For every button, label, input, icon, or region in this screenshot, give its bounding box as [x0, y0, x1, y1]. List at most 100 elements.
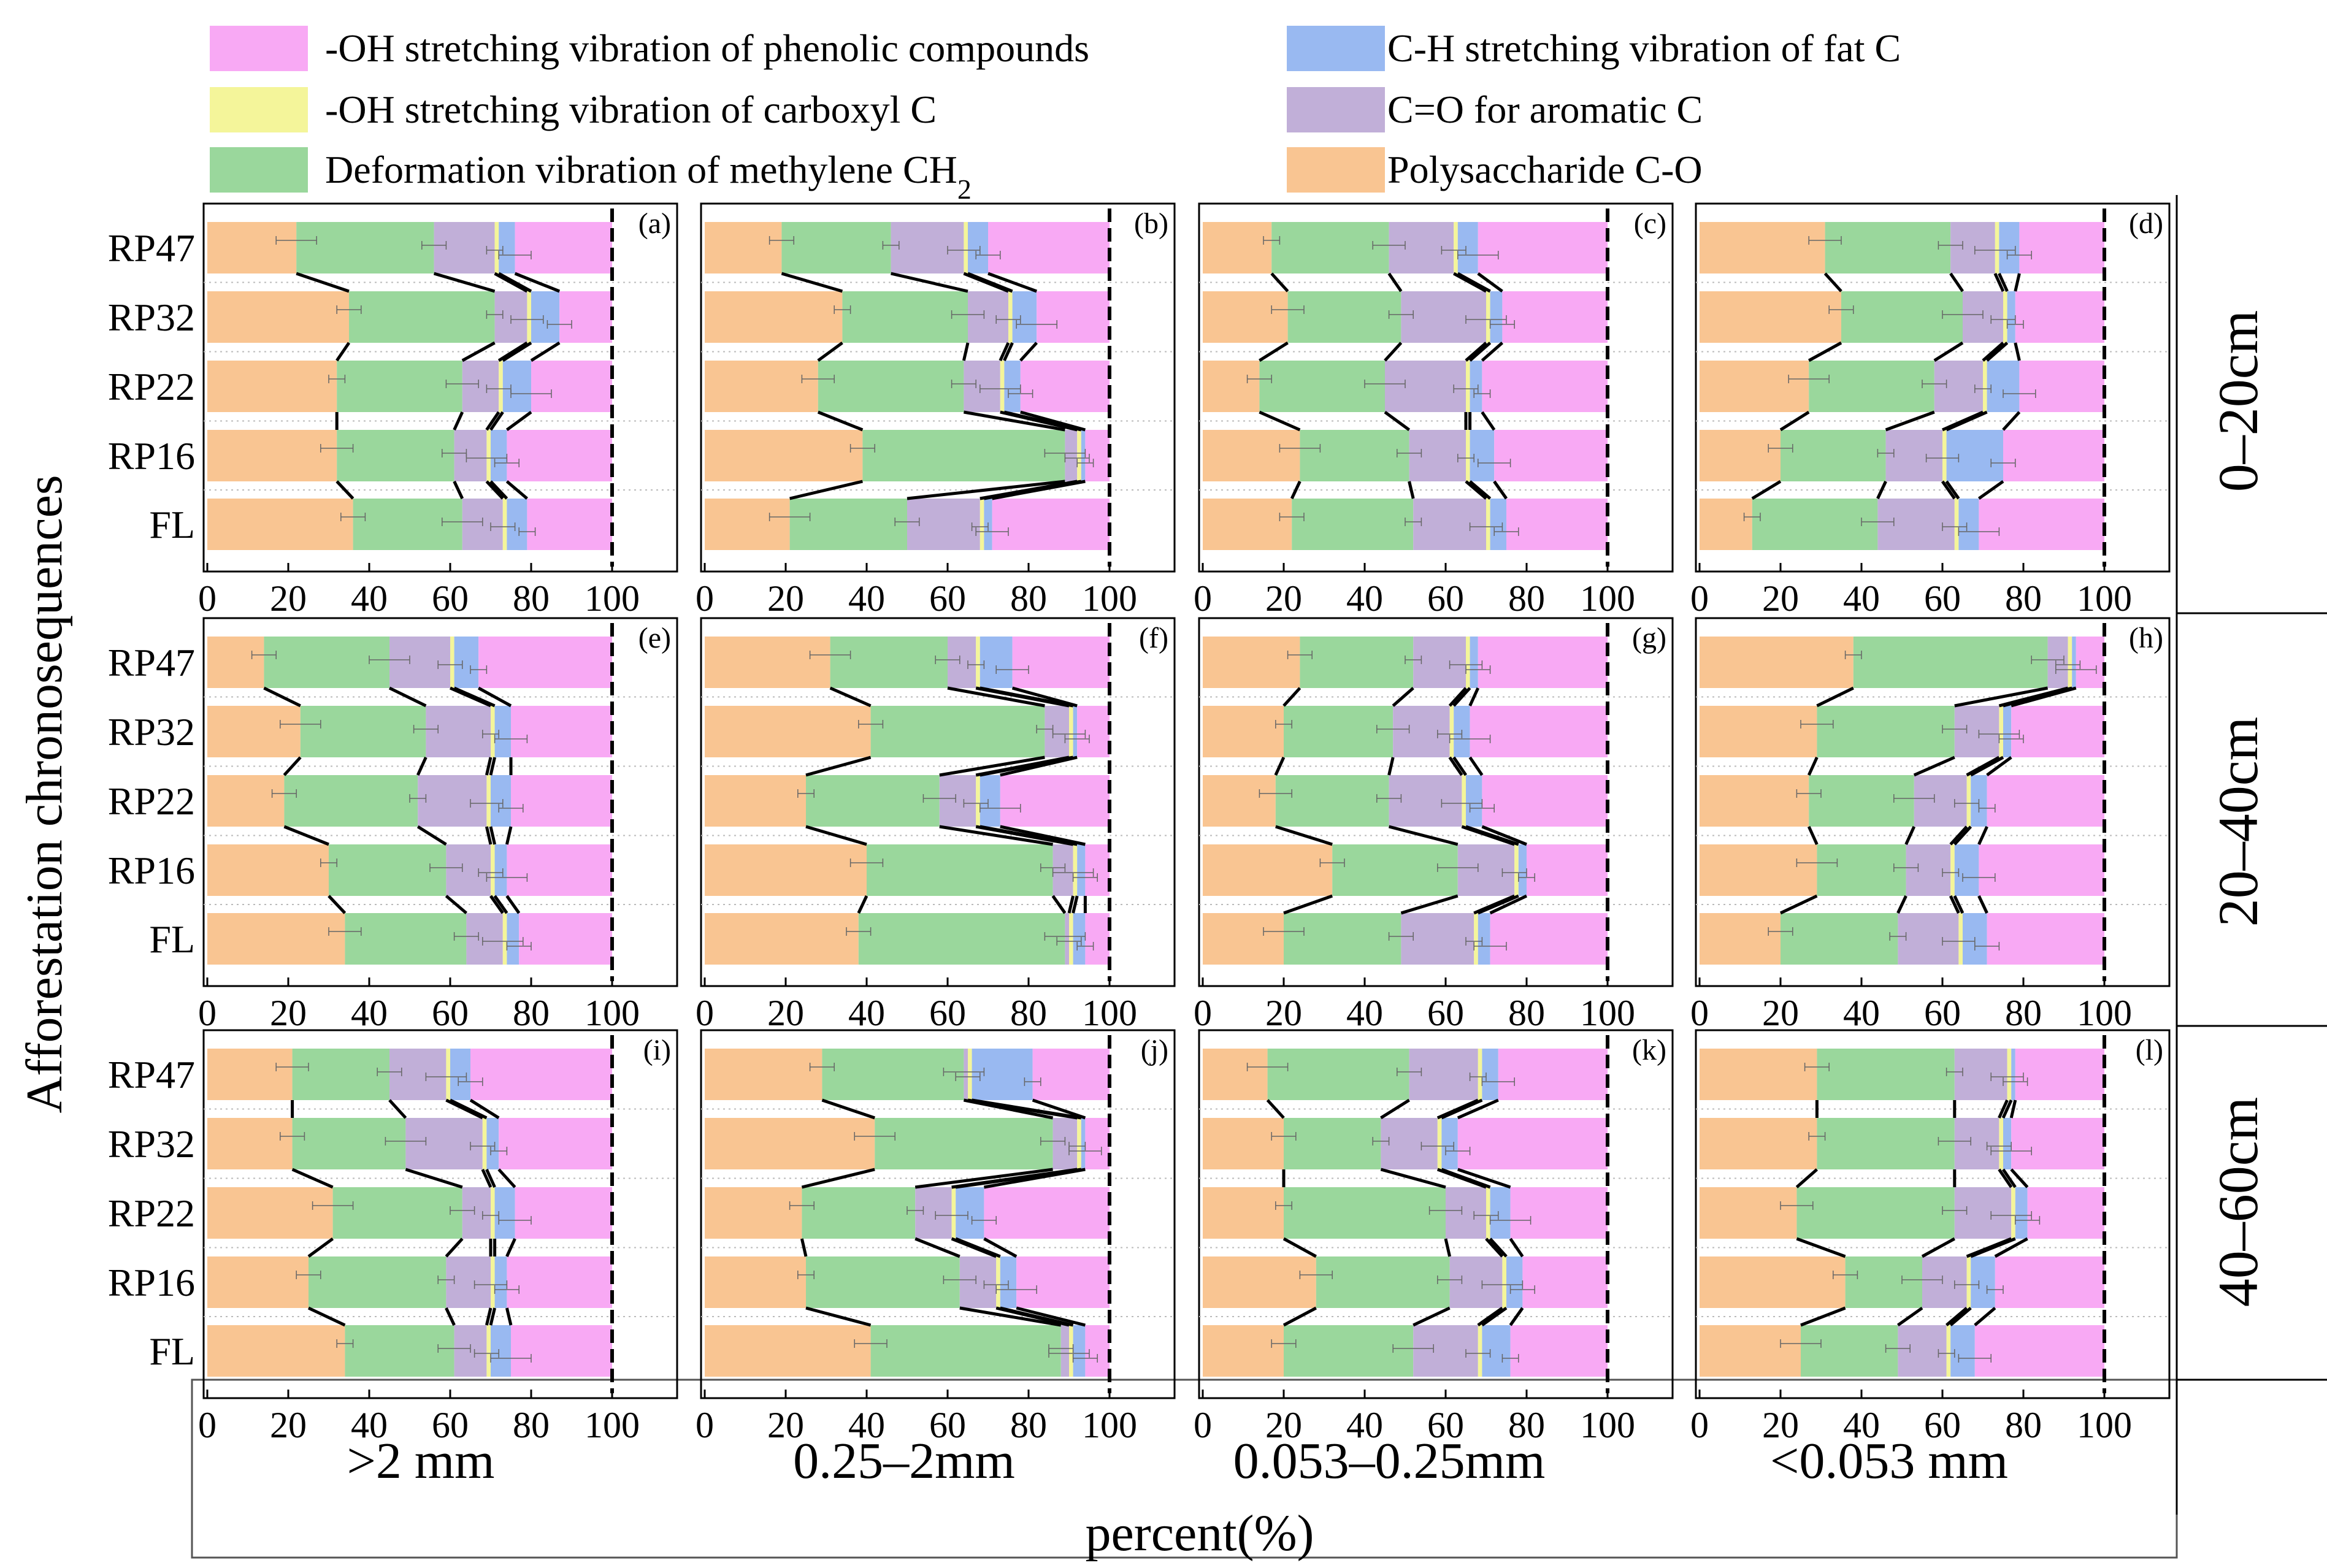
- bar-arom-RP47: [1950, 222, 1995, 273]
- bar-carb-RP22: [1486, 1187, 1490, 1239]
- panel-letter-label: (d): [2129, 207, 2163, 240]
- bar-ch2-RP22: [332, 1187, 462, 1239]
- bar-fat-RP47: [1457, 222, 1478, 273]
- bar-fat-RP47: [2072, 637, 2076, 688]
- panel-l: (l) 0 20 40 60 80 100: [1690, 1029, 2171, 1445]
- panel-c: (c) 0 20 40 60 80 100: [1194, 202, 1674, 619]
- category-label-FL: FL: [149, 503, 195, 546]
- bar-fat-FL: [1073, 913, 1086, 965]
- bar-phen-RP32: [511, 706, 612, 757]
- bar-ch2-FL: [1292, 499, 1414, 550]
- y-axis-title: Afforestation chronosequences: [16, 475, 73, 1113]
- legend-label-ch2: Deformation vibration of methylene CH2: [325, 148, 972, 205]
- bar-poly-RP47: [1700, 222, 1825, 273]
- bar-carb-RP47: [968, 1049, 972, 1100]
- bar-carb-FL: [1069, 1325, 1073, 1377]
- x-tick-label: 0: [1690, 578, 1709, 619]
- legend-swatch-ch2: [210, 147, 308, 193]
- bar-poly-RP16: [207, 1256, 309, 1308]
- bar-phen-FL: [511, 1325, 612, 1377]
- bar-poly-FL: [705, 1325, 871, 1377]
- bar-poly-RP22: [705, 1187, 802, 1239]
- legend-label-fat: C-H stretching vibration of fat C: [1387, 26, 1901, 70]
- bar-arom-FL: [466, 913, 503, 965]
- x-tick-label: 40: [1843, 578, 1880, 619]
- bar-arom-RP16: [446, 844, 491, 896]
- bar-phen-RP47: [1498, 1049, 1608, 1100]
- x-tick-label: 100: [1082, 578, 1137, 619]
- x-tick-label: 0: [696, 993, 714, 1033]
- bar-fat-RP22: [979, 775, 1000, 827]
- bar-fat-RP16: [1506, 1256, 1523, 1308]
- bar-phen-RP16: [1016, 1256, 1110, 1308]
- panel-letter-label: (i): [643, 1034, 671, 1066]
- bar-arom-RP16: [1409, 430, 1466, 481]
- bar-poly-FL: [1203, 913, 1284, 965]
- bar-ch2-RP32: [1841, 291, 1963, 343]
- bar-arom-RP47: [891, 222, 964, 273]
- bar-carb-RP47: [450, 637, 454, 688]
- bar-fat-RP47: [972, 1049, 1033, 1100]
- bar-fat-FL: [1073, 1325, 1086, 1377]
- bar-poly-RP47: [1203, 222, 1272, 273]
- bar-arom-FL: [1413, 1325, 1478, 1377]
- x-tick-label: 60: [1427, 578, 1464, 619]
- col-label-4: <0.053 mm: [1770, 1432, 2008, 1490]
- x-tick-label: 40: [1346, 993, 1383, 1033]
- bar-carb-RP32: [527, 291, 531, 343]
- bar-phen-RP47: [2019, 222, 2104, 273]
- x-tick-label: 80: [1508, 578, 1545, 619]
- bar-arom-FL: [1060, 1325, 1069, 1377]
- bar-arom-RP22: [1446, 1187, 1486, 1239]
- bar-arom-RP47: [964, 1049, 968, 1100]
- x-tick-label: 60: [929, 993, 966, 1033]
- bar-phen-FL: [1987, 913, 2104, 965]
- bar-arom-RP47: [1954, 1049, 2007, 1100]
- bar-carb-RP47: [1995, 222, 1999, 273]
- bar-carb-RP22: [1983, 361, 1987, 412]
- bar-fat-RP32: [1073, 706, 1078, 757]
- bar-arom-RP47: [2047, 637, 2068, 688]
- bar-carb-RP32: [1437, 1118, 1442, 1169]
- bar-arom-FL: [1413, 499, 1486, 550]
- bar-poly-FL: [207, 499, 353, 550]
- category-label-RP32: RP32: [108, 710, 195, 754]
- bar-phen-RP16: [1995, 1256, 2104, 1308]
- bar-carb-RP16: [1942, 430, 1947, 481]
- bar-phen-RP16: [1085, 844, 1110, 896]
- bar-carb-RP47: [2068, 637, 2072, 688]
- bar-carb-RP22: [2011, 1187, 2015, 1239]
- bar-arom-RP22: [964, 361, 1000, 412]
- bar-poly-RP32: [1203, 1118, 1284, 1169]
- bar-phen-RP22: [1482, 361, 1608, 412]
- bar-carb-RP16: [1502, 1256, 1506, 1308]
- bar-carb-RP32: [1486, 291, 1490, 343]
- bar-ch2-RP22: [1809, 775, 1914, 827]
- legend-label-phen: -OH stretching vibration of phenolic com…: [325, 26, 1089, 70]
- bar-ch2-RP47: [1817, 1049, 1955, 1100]
- bar-phen-FL: [527, 499, 612, 550]
- bar-arom-RP47: [1409, 1049, 1478, 1100]
- x-tick-label: 60: [1924, 1405, 1961, 1445]
- bar-poly-RP32: [207, 1118, 293, 1169]
- bar-arom-FL: [1401, 913, 1474, 965]
- x-tick-label: 80: [1010, 1405, 1047, 1445]
- bar-phen-RP22: [1000, 775, 1110, 827]
- bar-poly-FL: [705, 499, 790, 550]
- bar-carb-RP22: [1966, 775, 1971, 827]
- panel-letter-label: (l): [2136, 1034, 2163, 1066]
- bar-arom-FL: [1898, 913, 1959, 965]
- bar-ch2-RP22: [1796, 1187, 1955, 1239]
- bar-phen-RP16: [1494, 430, 1608, 481]
- bar-poly-RP22: [1700, 1187, 1797, 1239]
- bar-carb-RP22: [951, 1187, 956, 1239]
- bar-carb-RP32: [1069, 706, 1073, 757]
- x-tick-label: 20: [270, 578, 307, 619]
- bar-phen-FL: [992, 499, 1110, 550]
- bar-arom-RP22: [462, 1187, 491, 1239]
- bar-arom-RP16: [959, 1256, 997, 1308]
- bar-ch2-RP16: [1300, 430, 1409, 481]
- bar-fat-RP16: [494, 1256, 507, 1308]
- bar-phen-RP16: [1527, 844, 1608, 896]
